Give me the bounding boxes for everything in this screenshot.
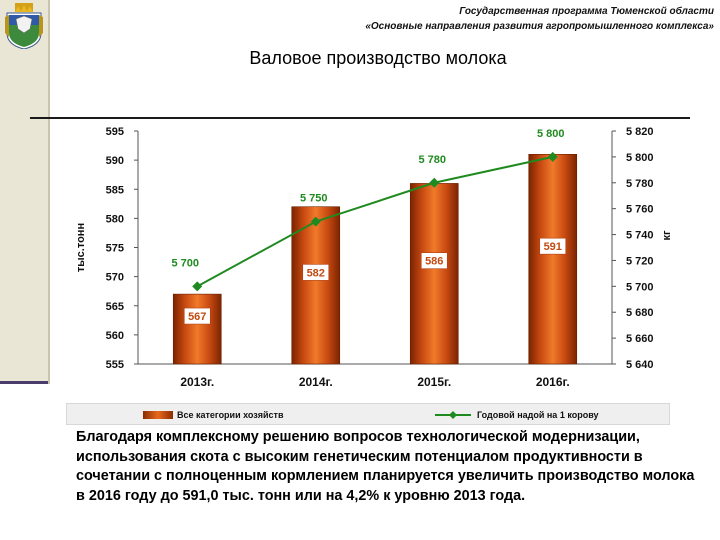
bar-2015г. bbox=[409, 183, 459, 365]
x-tick-label: 2014г. bbox=[299, 375, 333, 389]
bar-value-box bbox=[420, 252, 448, 270]
right-tick-label: 5 700 bbox=[626, 281, 654, 293]
right-tick-label: 5 760 bbox=[626, 204, 654, 216]
x-tick-label: 2015г. bbox=[417, 375, 451, 389]
legend-bars-label: Все категории хозяйств bbox=[177, 410, 284, 420]
bar-value-box bbox=[183, 307, 211, 325]
right-tick-label: 5 740 bbox=[626, 230, 654, 242]
x-tick-label: 2013г. bbox=[180, 375, 214, 389]
right-tick-label: 5 820 bbox=[626, 126, 654, 138]
right-tick-label: 5 640 bbox=[626, 359, 654, 371]
left-tick-label: 570 bbox=[106, 272, 124, 284]
left-tick-label: 565 bbox=[106, 301, 124, 313]
right-tick-label: 5 660 bbox=[626, 333, 654, 345]
yield-value-label: 5 800 bbox=[537, 128, 565, 140]
bar-2013г. bbox=[172, 293, 222, 365]
bar-value-box bbox=[302, 264, 330, 281]
left-tick-label: 585 bbox=[106, 184, 124, 196]
right-tick-label: 5 720 bbox=[626, 255, 654, 267]
yield-point bbox=[547, 151, 558, 162]
summary-paragraph: Благодаря комплексному решению вопросов … bbox=[76, 429, 695, 504]
bar-2014г. bbox=[291, 206, 341, 365]
left-axis-title: тыс.тонн bbox=[75, 223, 87, 272]
bar-value-label: 567 bbox=[188, 311, 206, 323]
yield-value-label: 5 700 bbox=[171, 257, 199, 269]
bar-value-label: 591 bbox=[544, 241, 562, 253]
yield-value-label: 5 750 bbox=[300, 193, 328, 205]
yield-point bbox=[192, 281, 203, 292]
bar-2016г. bbox=[528, 153, 578, 365]
page-title: Валовое производство молока bbox=[249, 48, 507, 68]
left-tick-label: 560 bbox=[106, 330, 124, 342]
left-decor-underline bbox=[0, 381, 48, 384]
bar-value-label: 582 bbox=[307, 267, 325, 279]
left-tick-label: 595 bbox=[106, 126, 124, 138]
program-header: Государственная программа Тюменской обла… bbox=[154, 4, 714, 34]
yield-point bbox=[310, 216, 321, 227]
region-coat-of-arms-icon bbox=[5, 3, 43, 49]
legend-line-swatch bbox=[435, 411, 471, 419]
x-tick-label: 2016г. bbox=[536, 375, 570, 389]
yield-value-label: 5 780 bbox=[418, 154, 446, 166]
chart-legend: Все категории хозяйств Годовой надой на … bbox=[66, 403, 670, 425]
left-tick-label: 555 bbox=[106, 359, 124, 371]
left-tick-label: 580 bbox=[106, 213, 124, 225]
legend-line-label: Годовой надой на 1 корову bbox=[477, 410, 599, 420]
legend-bar-swatch bbox=[143, 411, 173, 419]
bar-value-label: 586 bbox=[425, 256, 443, 268]
right-tick-label: 5 680 bbox=[626, 307, 654, 319]
yield-line bbox=[196, 155, 553, 288]
left-tick-label: 575 bbox=[106, 243, 124, 255]
milk-production-chart: 555 560 565 570 575 580 585 590 595 5 640 5 660 5 6… bbox=[75, 126, 673, 389]
title-divider bbox=[30, 117, 690, 119]
left-decor-band bbox=[0, 0, 48, 384]
left-tick-label: 590 bbox=[106, 155, 124, 167]
yield-point bbox=[429, 177, 440, 188]
bar-value-box bbox=[539, 237, 567, 255]
right-tick-label: 5 780 bbox=[626, 178, 654, 190]
right-tick-label: 5 800 bbox=[626, 152, 654, 164]
right-axis-title: кг bbox=[661, 230, 673, 241]
header-line-1: Государственная программа Тюменской обла… bbox=[459, 6, 714, 17]
header-line-2: «Основные направления развития агропромы… bbox=[365, 21, 714, 32]
left-decor-edge bbox=[48, 0, 50, 384]
